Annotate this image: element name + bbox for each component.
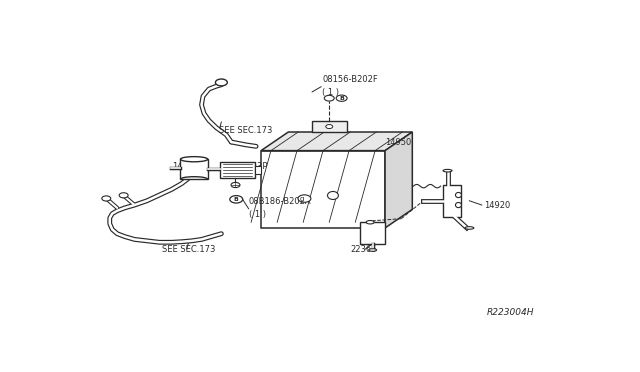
Circle shape	[298, 195, 311, 202]
Ellipse shape	[328, 192, 339, 199]
Bar	[180, 159, 208, 179]
Bar	[360, 222, 385, 244]
Ellipse shape	[180, 157, 208, 162]
Text: 14953N: 14953N	[172, 162, 205, 171]
Text: 22365: 22365	[350, 245, 377, 254]
Circle shape	[216, 79, 227, 86]
Bar	[312, 121, 347, 132]
Text: 14953P: 14953P	[236, 162, 268, 171]
Text: g: g	[300, 196, 304, 202]
Text: 14950: 14950	[385, 138, 412, 147]
Text: SEE SEC.173: SEE SEC.173	[219, 126, 272, 135]
Text: SEE SEC.173: SEE SEC.173	[162, 245, 215, 254]
Circle shape	[326, 125, 333, 129]
Ellipse shape	[443, 169, 452, 172]
Ellipse shape	[366, 221, 374, 224]
Circle shape	[102, 196, 111, 201]
Ellipse shape	[369, 249, 376, 251]
Bar	[443, 185, 461, 217]
Text: 14920: 14920	[484, 201, 511, 209]
Circle shape	[324, 95, 334, 101]
Polygon shape	[261, 132, 412, 151]
Circle shape	[230, 196, 243, 203]
Polygon shape	[385, 132, 412, 228]
Circle shape	[119, 193, 128, 198]
Ellipse shape	[465, 227, 474, 229]
Ellipse shape	[456, 202, 461, 208]
Bar	[255, 166, 260, 174]
Text: B: B	[339, 96, 344, 101]
Ellipse shape	[456, 192, 461, 198]
Bar	[220, 162, 255, 178]
Text: B: B	[234, 197, 239, 202]
Polygon shape	[261, 151, 385, 228]
Circle shape	[336, 95, 347, 101]
Text: 08B186-B202A
( 1 ): 08B186-B202A ( 1 )	[249, 197, 311, 219]
Text: R223004H: R223004H	[486, 308, 534, 317]
Text: 08156-B202F
( 1 ): 08156-B202F ( 1 )	[322, 76, 378, 97]
Circle shape	[231, 182, 240, 187]
